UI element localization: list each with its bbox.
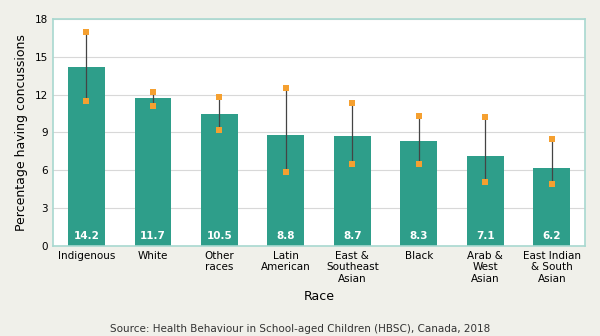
Bar (134, 98, 171, 246)
Text: Source: Health Behaviour in School-aged Children (HBSC), Canada, 2018: Source: Health Behaviour in School-aged … (110, 324, 490, 334)
Text: 7.1: 7.1 (476, 231, 494, 241)
Bar (268, 135, 304, 246)
Text: 8.3: 8.3 (410, 231, 428, 241)
Text: 6.2: 6.2 (542, 231, 561, 241)
Bar (201, 114, 238, 246)
Text: 8.7: 8.7 (343, 231, 362, 241)
Bar (400, 141, 437, 246)
Y-axis label: Percentage having concussions: Percentage having concussions (15, 34, 28, 231)
Bar (467, 156, 503, 246)
Text: 8.8: 8.8 (277, 231, 295, 241)
X-axis label: Race: Race (304, 290, 335, 302)
Text: 14.2: 14.2 (73, 231, 99, 241)
Text: 11.7: 11.7 (140, 231, 166, 241)
Bar (334, 136, 371, 246)
Bar (533, 168, 570, 246)
Bar (68, 67, 104, 246)
Text: 10.5: 10.5 (206, 231, 232, 241)
